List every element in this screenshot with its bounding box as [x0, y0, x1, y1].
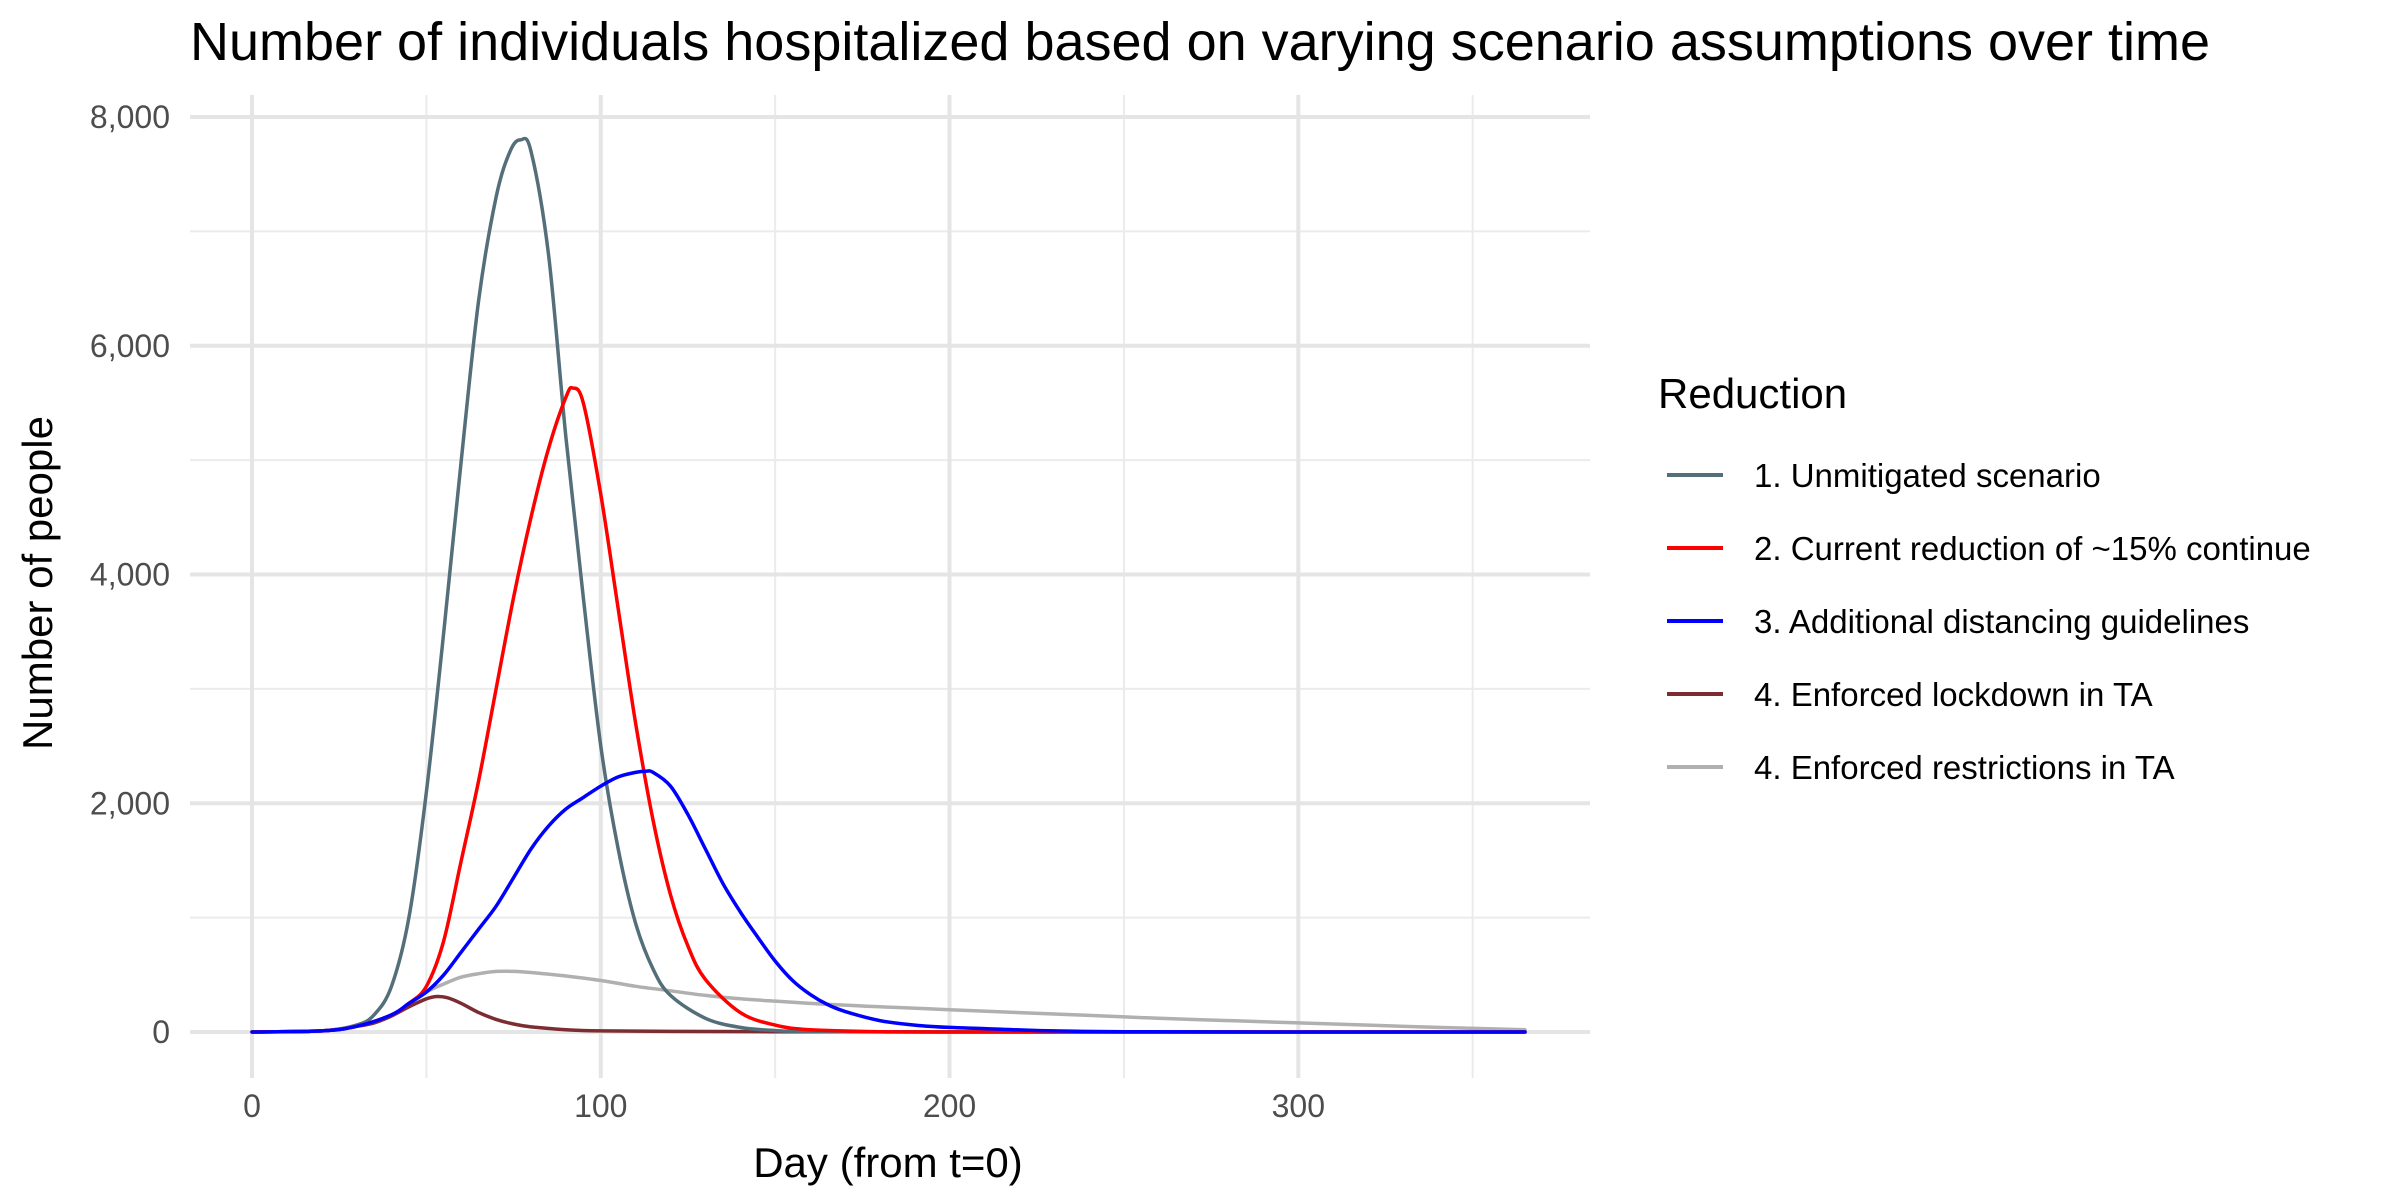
series-group — [252, 138, 1525, 1032]
x-axis-title: Day (from t=0) — [753, 1139, 1023, 1186]
legend-title: Reduction — [1658, 370, 1847, 417]
x-tick-label: 0 — [243, 1088, 261, 1124]
chart-title: Number of individuals hospitalized based… — [190, 12, 2210, 72]
y-tick-label: 0 — [152, 1014, 170, 1050]
series-line-1 — [252, 138, 1525, 1032]
y-tick-label: 6,000 — [90, 328, 170, 364]
series-line-4 — [252, 996, 1525, 1032]
y-axis-title: Number of people — [14, 416, 61, 750]
x-tick-label: 100 — [574, 1088, 627, 1124]
series-line-3 — [252, 771, 1525, 1032]
legend-label: 2. Current reduction of ~15% continue — [1754, 530, 2311, 567]
y-tick-label: 8,000 — [90, 99, 170, 135]
y-tick-label: 4,000 — [90, 557, 170, 593]
legend-label: 3. Additional distancing guidelines — [1754, 603, 2249, 640]
tick-labels: 0 100 200 300 0 2,000 4,000 6,000 8,000 — [90, 99, 1325, 1124]
legend-label: 1. Unmitigated scenario — [1754, 457, 2101, 494]
y-tick-label: 2,000 — [90, 785, 170, 821]
legend: Reduction 1. Unmitigated scenario 2. Curr… — [1658, 370, 2311, 786]
x-tick-label: 300 — [1272, 1088, 1325, 1124]
x-tick-label: 200 — [923, 1088, 976, 1124]
grid — [190, 95, 1590, 1078]
legend-label: 4. Enforced lockdown in TA — [1754, 676, 2153, 713]
legend-label: 4. Enforced restrictions in TA — [1754, 749, 2175, 786]
series-line-2 — [252, 388, 1525, 1032]
